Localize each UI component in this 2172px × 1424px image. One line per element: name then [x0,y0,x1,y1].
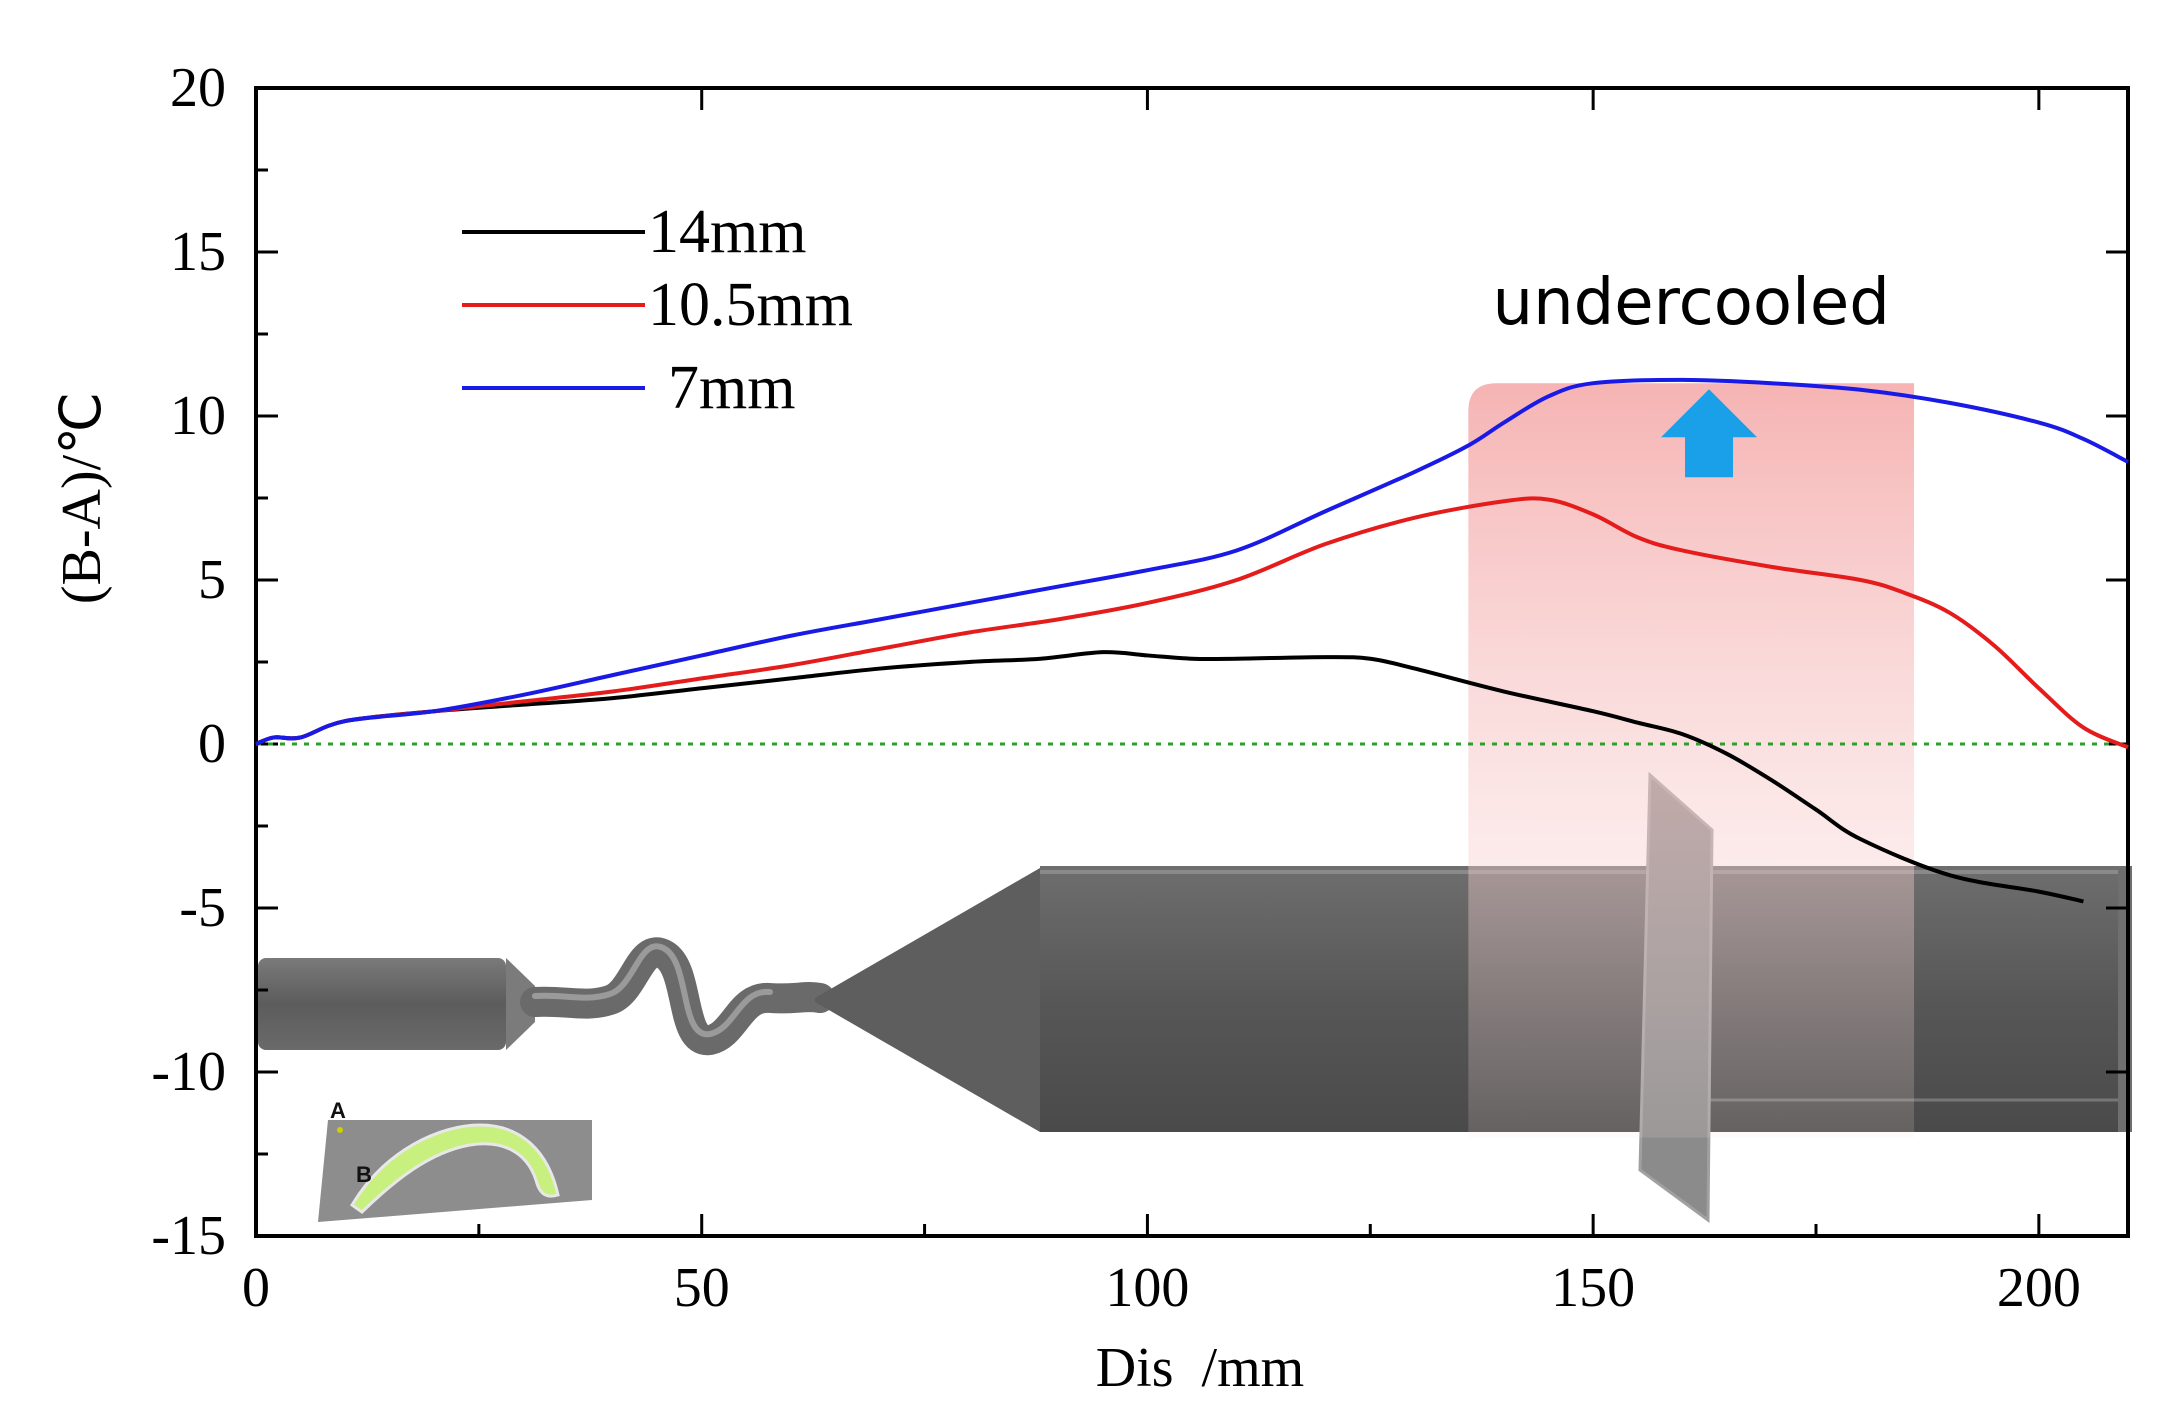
inlet-rod [258,958,506,1050]
x-tick-label: 100 [1105,1257,1189,1319]
series-line-14mm [255,650,2084,904]
y-tick-label: -15 [151,1205,226,1267]
y-tick-label: 5 [198,549,226,611]
y-tick-label: 10 [170,385,226,447]
y-axis-title: (B-A)/℃ [51,392,113,604]
axis-ticks [254,86,2128,1238]
cone-section [815,868,1040,1132]
x-axis-title: Dis /mm [1096,1337,1304,1399]
series-line-7mm [255,377,2129,746]
undercooled-label: undercooled [1493,266,1890,340]
undercooled-band [1468,383,1915,1138]
y-tick-label: 15 [170,221,226,283]
x-tick-label: 50 [674,1257,730,1319]
inset-label-b: B [356,1162,372,1187]
y-tick-label: 0 [198,713,226,775]
series-lines [255,377,2129,904]
x-tick-label: 0 [242,1257,270,1319]
legend-label-10-5mm: 10.5mm [648,271,853,339]
undercooled-region: undercooled [1468,266,1915,1138]
series-line-10-5mm [255,496,2129,750]
airfoil-shape [349,1123,560,1214]
blade-section-inset: A B [318,1098,592,1222]
up-arrow-icon [1661,389,1758,478]
x-tick-label: 200 [1997,1257,2081,1319]
x-tick-label: 150 [1551,1257,1635,1319]
inset-label-a: A [330,1098,346,1123]
axis-tick-labels: 0 50 100 150 200 -15 -10 -5 0 5 10 15 20 [151,57,2081,1319]
legend-label-7mm: 7mm [668,354,795,422]
point-a-marker [337,1127,343,1133]
legend-label-14mm: 14mm [648,198,806,266]
y-tick-label: 20 [170,57,226,119]
y-tick-label: -5 [179,877,226,939]
y-tick-label: -10 [151,1041,226,1103]
spiral-highlight [532,943,773,1038]
